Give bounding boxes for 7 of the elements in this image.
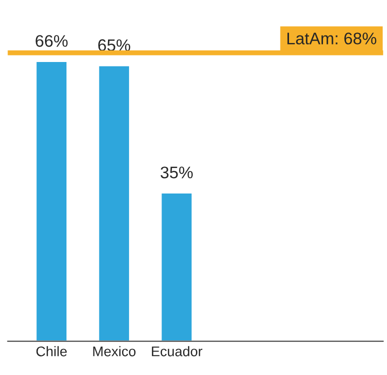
ref-line-label: LatAm: 68% (287, 32, 376, 44)
data-label: 65% (98, 39, 130, 52)
data-label: 66% (36, 35, 68, 47)
x-tick-label: Ecuador (152, 346, 202, 356)
x-tick-label: Mexico (93, 346, 136, 356)
data-label: 35% (160, 166, 193, 178)
x-tick-label: Chile (36, 346, 67, 356)
